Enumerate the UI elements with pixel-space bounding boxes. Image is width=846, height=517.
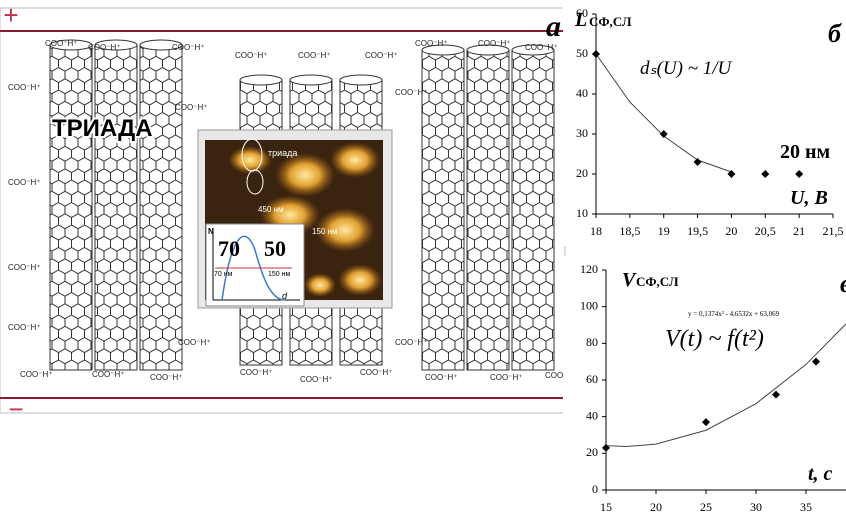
panel-letter: а (546, 10, 561, 43)
group-label: COO⁻H⁺ (8, 178, 40, 187)
group-label: COO⁻H⁺ (235, 51, 267, 60)
annotation: y = 0,1374x² - 4,6532x + 63,069 (688, 310, 780, 318)
inset-label: триада (268, 148, 297, 158)
afm-blob (228, 146, 272, 174)
group-label: COO⁻H⁺ (365, 51, 397, 60)
annotation: dₛ(U) ~ 1/U (640, 58, 733, 79)
x-tick-label: 21,5 (823, 224, 844, 238)
group-label: COO⁻H⁺ (425, 373, 457, 382)
y-tick-label: 20 (586, 445, 598, 459)
group-label: COO⁻H⁺ (150, 373, 182, 382)
x-tick-label: 18,5 (619, 224, 640, 238)
x-tick-label: 20 (650, 500, 662, 514)
y-tick-label: 50 (576, 46, 588, 60)
group-label: COO⁻H⁺ (395, 338, 427, 347)
group-label: COO⁻H⁺ (92, 370, 124, 379)
group-label: COO⁻H⁺ (300, 375, 332, 384)
x-tick-label: 21 (793, 224, 805, 238)
afm-blob (275, 153, 335, 197)
x-tick-label: 20 (725, 224, 737, 238)
x-tick-label: 20,5 (755, 224, 776, 238)
group-label: COO⁻H⁺ (415, 39, 447, 48)
panel-letter: в (840, 269, 846, 298)
nanotube (512, 50, 554, 370)
minus-sign: − (8, 394, 23, 424)
figure: + − а COO⁻H⁺ COO⁻H⁺ COO⁻H⁺ COO⁻H⁺ COO⁻H⁺ COO⁻… (0, 0, 846, 517)
group-label: COO⁻H⁺ (298, 51, 330, 60)
panel-letter: б (828, 19, 842, 48)
triad-label: ТРИАДА (52, 115, 153, 142)
nanotube-end (340, 75, 382, 85)
nanotube (140, 45, 182, 370)
y-tick-label: 60 (586, 372, 598, 386)
y-tick-label: 120 (580, 262, 598, 276)
chart-bg (563, 256, 846, 517)
y-tick-label: 30 (576, 126, 588, 140)
y-axis-label-sub: СФ,СЛ (636, 274, 679, 289)
y-axis-label-sub: СФ,СЛ (589, 14, 632, 29)
nanotube (50, 45, 92, 370)
group-label: COO⁻H⁺ (360, 368, 392, 377)
hist-peak: 50 (264, 236, 286, 261)
group-label: COO⁻H⁺ (8, 263, 40, 272)
group-label: COO⁻H⁺ (8, 83, 40, 92)
x-tick-label: 25 (700, 500, 712, 514)
inset-label: 150 нм (312, 227, 338, 236)
inset-label: 450 нм (258, 205, 284, 214)
y-tick-label: 40 (576, 86, 588, 100)
x-tick-label: 19 (658, 224, 670, 238)
hist-peak: 70 (218, 236, 240, 261)
nanotube-end (240, 75, 282, 85)
group-label: COO⁻H⁺ (20, 370, 52, 379)
group-label: COO⁻H⁺ (478, 39, 510, 48)
y-axis-label: V (622, 269, 637, 291)
group-label: COO⁻H⁺ (175, 103, 207, 112)
afm-blob (330, 142, 380, 178)
x-tick-label: 19,5 (687, 224, 708, 238)
afm-blob (304, 273, 336, 297)
x-tick-label: 30 (750, 500, 762, 514)
y-tick-label: 20 (576, 166, 588, 180)
y-tick-label: 40 (586, 408, 598, 422)
y-tick-label: 80 (586, 335, 598, 349)
y-tick-label: 10 (576, 206, 588, 220)
group-label: COO⁻H⁺ (395, 88, 427, 97)
annotation: 20 нм (780, 141, 830, 163)
y-axis-label: L (574, 9, 587, 31)
group-label: COO⁻H⁺ (178, 338, 210, 347)
group-label: COO⁻H⁺ (45, 39, 77, 48)
y-tick-label: 0 (592, 482, 598, 496)
group-label: COO⁻H⁺ (8, 323, 40, 332)
y-tick-label: 100 (580, 298, 598, 312)
x-tick-label: 15 (600, 500, 612, 514)
plus-sign: + (3, 0, 18, 30)
chart: 0 20 40 60 80 100 120 15 20 25 30 35 VСФ,СЛ t, c в y = … (563, 256, 846, 517)
nanotube (422, 50, 464, 370)
group-label: COO⁻H⁺ (240, 368, 272, 377)
afm-blob (338, 264, 382, 296)
group-label: COO⁻H⁺ (88, 43, 120, 52)
hist-y-label: N (208, 227, 214, 236)
nanotube (467, 50, 509, 370)
annotation: V(t) ~ f(t²) (665, 326, 764, 352)
group-label: COO⁻H⁺ (172, 43, 204, 52)
group-label: COO⁻H⁺ (490, 373, 522, 382)
x-tick-label: 18 (590, 224, 602, 238)
group-label: COO⁻H⁺ (525, 43, 557, 52)
nanotube-end (290, 75, 332, 85)
x-tick-label: 35 (800, 500, 812, 514)
hist-tick: 150 нм (268, 271, 290, 278)
afm-inset: триада 450 нм 150 нм N d 70 50 70 нм 150… (198, 130, 392, 308)
hist-tick: 70 нм (214, 271, 233, 278)
x-axis-label: t, c (808, 463, 833, 485)
x-axis-label: U, В (790, 187, 828, 209)
chart-bg (563, 0, 846, 246)
diagram-panel: + − а COO⁻H⁺ COO⁻H⁺ COO⁻H⁺ COO⁻H⁺ COO⁻H⁺ COO⁻… (0, 0, 577, 424)
nanotube (95, 45, 137, 370)
